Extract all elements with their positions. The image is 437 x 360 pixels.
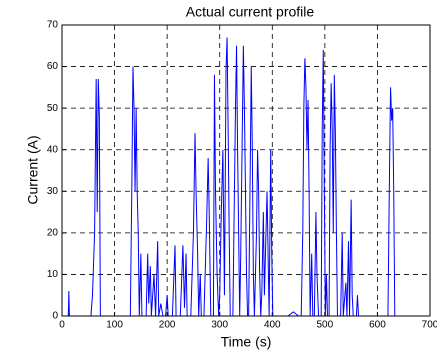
y-tick-label: 70 xyxy=(47,20,59,31)
x-tick-label: 100 xyxy=(106,320,123,331)
y-tick-label: 60 xyxy=(47,61,59,72)
data-line xyxy=(62,37,404,317)
x-tick-label: 700 xyxy=(422,320,437,331)
title-backdrop xyxy=(165,4,335,22)
y-tick-label: 10 xyxy=(47,269,59,280)
x-tick-label: 0 xyxy=(59,320,65,331)
y-tick-label: 30 xyxy=(47,186,59,197)
y-axis-label: Current (A) xyxy=(25,135,41,204)
y-tick-label: 20 xyxy=(47,227,59,238)
chart-title: Actual current profile xyxy=(186,4,315,20)
x-tick-label: 300 xyxy=(211,320,228,331)
x-tick-label: 600 xyxy=(369,320,386,331)
x-tick-label: 500 xyxy=(317,320,334,331)
x-axis-label: Time (s) xyxy=(221,334,272,350)
x-tick-label: 400 xyxy=(264,320,281,331)
y-tick-label: 40 xyxy=(47,144,59,155)
axes-box xyxy=(61,24,431,317)
y-tick-label: 0 xyxy=(52,311,58,322)
y-tick-label: 50 xyxy=(47,103,59,114)
x-tick-label: 200 xyxy=(159,320,176,331)
